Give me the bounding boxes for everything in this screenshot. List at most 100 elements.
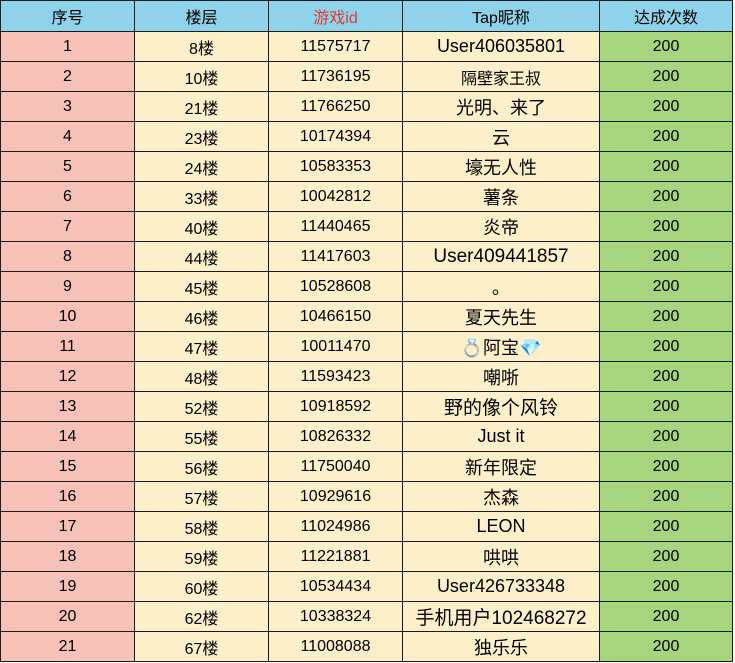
- cell-nickname[interactable]: User406035801: [402, 31, 600, 62]
- cell-floor[interactable]: 47楼: [134, 331, 269, 362]
- cell-game-id[interactable]: 10918592: [268, 391, 403, 422]
- cell-times[interactable]: 200: [599, 271, 733, 302]
- cell-index[interactable]: 16: [0, 481, 135, 512]
- cell-nickname[interactable]: User426733348: [402, 571, 600, 602]
- cell-game-id[interactable]: 10466150: [268, 301, 403, 332]
- cell-game-id[interactable]: 10528608: [268, 271, 403, 302]
- cell-nickname[interactable]: 夏天先生: [402, 301, 600, 332]
- cell-index[interactable]: 11: [0, 331, 135, 362]
- cell-index[interactable]: 18: [0, 541, 135, 572]
- cell-floor[interactable]: 10楼: [134, 61, 269, 92]
- cell-index[interactable]: 14: [0, 421, 135, 452]
- cell-floor[interactable]: 46楼: [134, 301, 269, 332]
- cell-floor[interactable]: 40楼: [134, 211, 269, 242]
- cell-times[interactable]: 200: [599, 241, 733, 272]
- cell-times[interactable]: 200: [599, 331, 733, 362]
- cell-index[interactable]: 1: [0, 31, 135, 62]
- cell-nickname[interactable]: 隔壁家王叔: [402, 61, 600, 92]
- cell-game-id[interactable]: 10534434: [268, 571, 403, 602]
- cell-nickname[interactable]: User409441857: [402, 241, 600, 272]
- cell-index[interactable]: 9: [0, 271, 135, 302]
- cell-game-id[interactable]: 10929616: [268, 481, 403, 512]
- cell-times[interactable]: 200: [599, 31, 733, 62]
- cell-game-id[interactable]: 11008088: [268, 631, 403, 662]
- cell-nickname[interactable]: Just it: [402, 421, 600, 452]
- cell-times[interactable]: 200: [599, 211, 733, 242]
- header-tap-nickname[interactable]: Tap昵称: [402, 0, 600, 32]
- header-index[interactable]: 序号: [0, 0, 135, 32]
- cell-index[interactable]: 2: [0, 61, 135, 92]
- cell-nickname[interactable]: 炎帝: [402, 211, 600, 242]
- cell-floor[interactable]: 56楼: [134, 451, 269, 482]
- cell-nickname[interactable]: 嘲哳: [402, 361, 600, 392]
- cell-times[interactable]: 200: [599, 121, 733, 152]
- cell-times[interactable]: 200: [599, 631, 733, 662]
- cell-index[interactable]: 13: [0, 391, 135, 422]
- cell-game-id[interactable]: 10011470: [268, 331, 403, 362]
- cell-nickname[interactable]: 光明、来了: [402, 91, 600, 122]
- cell-floor[interactable]: 62楼: [134, 601, 269, 632]
- header-times[interactable]: 达成次数: [599, 0, 733, 32]
- cell-nickname[interactable]: 云: [402, 121, 600, 152]
- cell-times[interactable]: 200: [599, 391, 733, 422]
- cell-times[interactable]: 200: [599, 541, 733, 572]
- cell-index[interactable]: 19: [0, 571, 135, 602]
- cell-floor[interactable]: 23楼: [134, 121, 269, 152]
- cell-index[interactable]: 21: [0, 631, 135, 662]
- cell-index[interactable]: 8: [0, 241, 135, 272]
- header-game-id[interactable]: 游戏id: [268, 0, 403, 32]
- cell-index[interactable]: 20: [0, 601, 135, 632]
- cell-game-id[interactable]: 11221881: [268, 541, 403, 572]
- cell-times[interactable]: 200: [599, 181, 733, 212]
- cell-nickname[interactable]: 。: [402, 271, 600, 302]
- cell-times[interactable]: 200: [599, 421, 733, 452]
- header-floor[interactable]: 楼层: [134, 0, 269, 32]
- cell-game-id[interactable]: 11766250: [268, 91, 403, 122]
- cell-index[interactable]: 5: [0, 151, 135, 182]
- cell-game-id[interactable]: 11593423: [268, 361, 403, 392]
- cell-floor[interactable]: 58楼: [134, 511, 269, 542]
- cell-index[interactable]: 4: [0, 121, 135, 152]
- cell-floor[interactable]: 57楼: [134, 481, 269, 512]
- cell-game-id[interactable]: 11024986: [268, 511, 403, 542]
- cell-floor[interactable]: 44楼: [134, 241, 269, 272]
- cell-floor[interactable]: 48楼: [134, 361, 269, 392]
- cell-nickname[interactable]: 野的像个风铃: [402, 391, 600, 422]
- cell-index[interactable]: 6: [0, 181, 135, 212]
- cell-times[interactable]: 200: [599, 151, 733, 182]
- cell-times[interactable]: 200: [599, 91, 733, 122]
- cell-times[interactable]: 200: [599, 571, 733, 602]
- cell-floor[interactable]: 33楼: [134, 181, 269, 212]
- cell-game-id[interactable]: 11417603: [268, 241, 403, 272]
- cell-nickname[interactable]: 杰森: [402, 481, 600, 512]
- cell-nickname[interactable]: 壕无人性: [402, 151, 600, 182]
- cell-times[interactable]: 200: [599, 511, 733, 542]
- cell-times[interactable]: 200: [599, 301, 733, 332]
- cell-floor[interactable]: 24楼: [134, 151, 269, 182]
- cell-times[interactable]: 200: [599, 481, 733, 512]
- cell-nickname[interactable]: 独乐乐: [402, 631, 600, 662]
- cell-floor[interactable]: 21楼: [134, 91, 269, 122]
- cell-game-id[interactable]: 11440465: [268, 211, 403, 242]
- cell-game-id[interactable]: 10583353: [268, 151, 403, 182]
- cell-floor[interactable]: 8楼: [134, 31, 269, 62]
- cell-game-id[interactable]: 10826332: [268, 421, 403, 452]
- cell-game-id[interactable]: 11750040: [268, 451, 403, 482]
- cell-floor[interactable]: 45楼: [134, 271, 269, 302]
- cell-nickname[interactable]: 新年限定: [402, 451, 600, 482]
- cell-game-id[interactable]: 10338324: [268, 601, 403, 632]
- cell-floor[interactable]: 59楼: [134, 541, 269, 572]
- cell-index[interactable]: 7: [0, 211, 135, 242]
- cell-floor[interactable]: 52楼: [134, 391, 269, 422]
- cell-index[interactable]: 17: [0, 511, 135, 542]
- cell-times[interactable]: 200: [599, 61, 733, 92]
- cell-game-id[interactable]: 11575717: [268, 31, 403, 62]
- cell-floor[interactable]: 67楼: [134, 631, 269, 662]
- cell-floor[interactable]: 60楼: [134, 571, 269, 602]
- cell-nickname[interactable]: 薯条: [402, 181, 600, 212]
- cell-game-id[interactable]: 11736195: [268, 61, 403, 92]
- cell-index[interactable]: 15: [0, 451, 135, 482]
- cell-times[interactable]: 200: [599, 601, 733, 632]
- cell-times[interactable]: 200: [599, 451, 733, 482]
- cell-floor[interactable]: 55楼: [134, 421, 269, 452]
